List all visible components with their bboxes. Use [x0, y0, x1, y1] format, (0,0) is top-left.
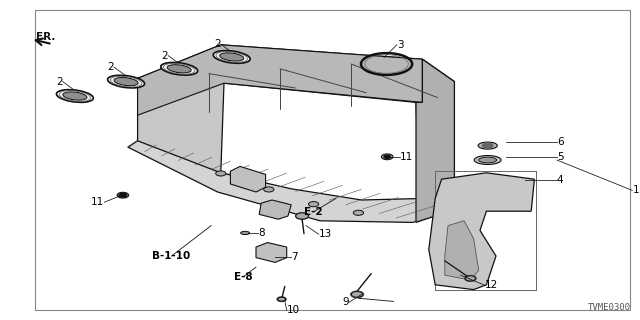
Ellipse shape	[351, 292, 363, 297]
Text: 2: 2	[108, 62, 114, 72]
Circle shape	[483, 143, 493, 148]
Text: 5: 5	[557, 152, 563, 162]
Text: 11: 11	[400, 152, 413, 162]
Ellipse shape	[465, 276, 476, 281]
Text: 11: 11	[91, 197, 104, 207]
Ellipse shape	[220, 53, 244, 61]
Ellipse shape	[167, 65, 191, 73]
Ellipse shape	[381, 154, 393, 160]
Ellipse shape	[308, 202, 319, 207]
Text: 3: 3	[397, 40, 403, 50]
Text: E-8: E-8	[234, 272, 253, 282]
Ellipse shape	[478, 142, 497, 149]
Text: E-2: E-2	[304, 207, 323, 217]
Ellipse shape	[353, 210, 364, 215]
Polygon shape	[259, 200, 291, 219]
Ellipse shape	[161, 62, 198, 75]
Ellipse shape	[108, 75, 145, 88]
Polygon shape	[416, 59, 454, 222]
Circle shape	[119, 193, 127, 197]
Polygon shape	[429, 173, 534, 290]
Text: 6: 6	[557, 137, 563, 148]
Text: 1: 1	[632, 185, 639, 196]
Circle shape	[465, 276, 476, 281]
Polygon shape	[230, 166, 266, 192]
Text: 7: 7	[291, 252, 298, 262]
Ellipse shape	[63, 92, 87, 100]
Polygon shape	[256, 243, 287, 262]
Text: 13: 13	[319, 229, 332, 239]
Ellipse shape	[296, 213, 308, 219]
Text: FR.: FR.	[36, 32, 56, 42]
Text: 4: 4	[557, 175, 563, 185]
Text: 10: 10	[287, 305, 300, 316]
Polygon shape	[445, 221, 479, 280]
Polygon shape	[128, 45, 454, 210]
Circle shape	[296, 213, 308, 219]
Ellipse shape	[56, 90, 93, 102]
Circle shape	[277, 297, 286, 301]
Ellipse shape	[479, 157, 497, 163]
Text: 8: 8	[258, 228, 264, 238]
Text: TVME0300: TVME0300	[588, 303, 630, 312]
Text: 2: 2	[162, 51, 168, 61]
Text: 2: 2	[56, 76, 63, 87]
Ellipse shape	[114, 77, 138, 86]
Text: 9: 9	[342, 297, 349, 308]
Polygon shape	[128, 141, 454, 222]
Ellipse shape	[278, 297, 285, 301]
Ellipse shape	[474, 156, 501, 164]
Ellipse shape	[264, 187, 274, 192]
Text: B-1-10: B-1-10	[152, 251, 191, 261]
Ellipse shape	[117, 192, 129, 198]
Ellipse shape	[241, 231, 250, 235]
Circle shape	[384, 155, 390, 158]
Polygon shape	[138, 45, 422, 115]
Ellipse shape	[213, 51, 250, 63]
Text: 2: 2	[214, 39, 221, 49]
Text: 12: 12	[485, 280, 499, 291]
Circle shape	[351, 291, 364, 298]
Ellipse shape	[216, 171, 226, 176]
